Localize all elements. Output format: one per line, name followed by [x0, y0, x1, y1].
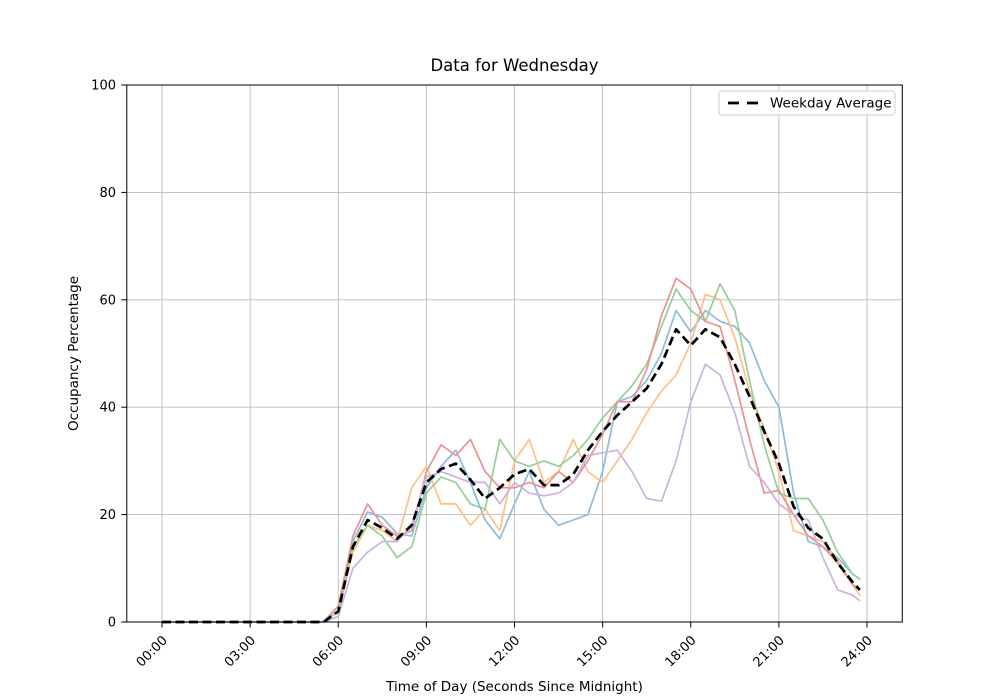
x-tick-label: 03:00 — [222, 633, 259, 670]
x-tick-label: 18:00 — [662, 633, 699, 670]
y-axis-label: Occupancy Percentage — [66, 276, 82, 431]
y-tick-label: 40 — [99, 401, 116, 416]
x-tick-labels: 00:00 03:00 06:00 09:00 12:00 15:00 18:00 21:00… — [134, 633, 876, 670]
x-tick-label: 00:00 — [134, 633, 171, 670]
x-tick-label: 12:00 — [486, 633, 523, 670]
x-tick-label: 21:00 — [751, 633, 788, 670]
y-tick-label: 80 — [99, 186, 116, 201]
y-tick-label: 0 — [108, 616, 116, 631]
weekday-average-line — [162, 327, 861, 624]
legend-box — [718, 90, 896, 116]
chart-title: Data for Wednesday — [430, 56, 598, 75]
y-tick-label: 20 — [99, 508, 116, 523]
legend: Weekday Average — [718, 90, 896, 116]
y-tick-label: 100 — [91, 79, 116, 94]
x-tick-label: 15:00 — [574, 633, 611, 670]
y-tick-label: 60 — [99, 293, 116, 308]
x-tick-label: 09:00 — [398, 633, 435, 670]
y-tick-labels: 0 20 40 60 80 100 — [91, 79, 116, 631]
tick-marks — [121, 84, 868, 628]
legend-label: Weekday Average — [770, 96, 892, 112]
x-axis-label: Time of Day (Seconds Since Midnight) — [385, 679, 643, 695]
x-tick-label: 24:00 — [839, 633, 876, 670]
x-tick-label: 06:00 — [310, 633, 347, 670]
